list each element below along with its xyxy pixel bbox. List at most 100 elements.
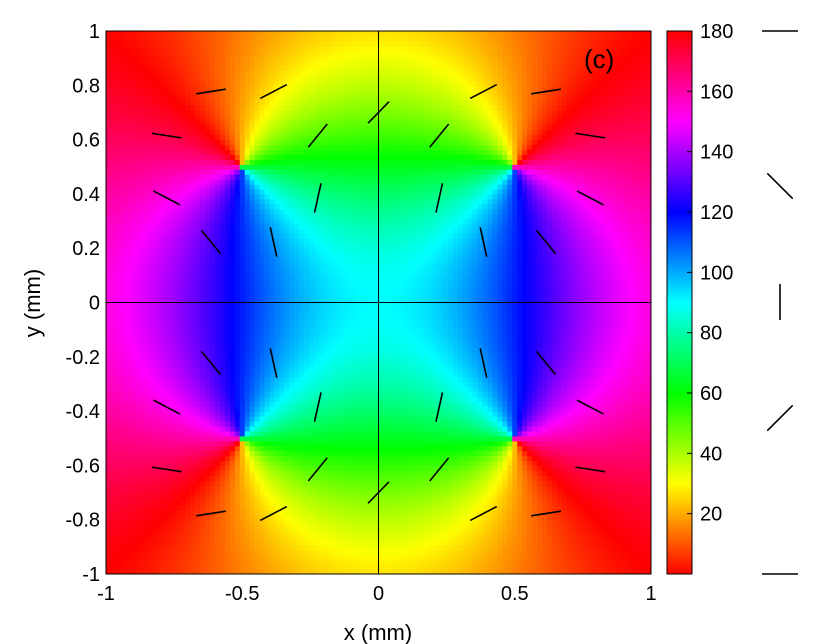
heatmap-cell <box>140 509 147 516</box>
heatmap-cell <box>210 307 216 313</box>
heatmap-cell <box>120 208 127 215</box>
heatmap-cell <box>190 544 196 550</box>
heatmap-cell <box>215 341 221 348</box>
heatmap-cell <box>304 490 310 496</box>
heatmap-cell <box>125 544 132 550</box>
heatmap-cell <box>239 282 246 289</box>
heatmap-cell <box>210 470 216 476</box>
heatmap-cell <box>106 509 112 516</box>
heatmap-cell <box>180 55 186 62</box>
heatmap-cell <box>190 60 196 67</box>
heatmap-cell <box>279 109 285 116</box>
heatmap-cell <box>160 490 167 496</box>
heatmap-cell <box>239 208 246 215</box>
heatmap-cell <box>170 559 176 565</box>
heatmap-cell <box>284 376 290 383</box>
heatmap-cell <box>279 297 285 304</box>
heatmap-cell <box>160 50 167 57</box>
heatmap-cell <box>205 450 211 457</box>
heatmap-cell <box>170 253 176 259</box>
heatmap-cell <box>224 40 231 47</box>
heatmap-cell <box>155 539 162 545</box>
heatmap-cell <box>264 509 271 516</box>
heatmap-cell <box>195 312 201 318</box>
heatmap-cell <box>120 401 127 407</box>
heatmap-cell <box>249 218 256 225</box>
heatmap-cell <box>185 401 191 407</box>
heatmap-cell <box>150 376 157 383</box>
heatmap-cell <box>160 228 167 234</box>
heatmap-cell <box>294 366 300 373</box>
heatmap-cell <box>150 386 157 392</box>
heatmap-cell <box>140 238 147 244</box>
heatmap-cell <box>150 149 157 156</box>
heatmap-cell <box>130 105 137 111</box>
heatmap-cell <box>130 100 137 106</box>
heatmap-cell <box>190 341 196 348</box>
heatmap-cell <box>125 302 132 309</box>
heatmap-cell <box>185 317 191 323</box>
heatmap-cell <box>254 524 261 531</box>
heatmap-cell <box>106 539 112 545</box>
heatmap-cell <box>299 208 305 215</box>
heatmap-cell <box>125 317 132 323</box>
heatmap-cell <box>155 499 162 506</box>
heatmap-cell <box>264 203 271 210</box>
heatmap-cell <box>150 193 157 200</box>
heatmap-cell <box>120 475 127 481</box>
heatmap-cell <box>120 105 127 111</box>
heatmap-cell <box>210 514 216 521</box>
heatmap-cell <box>269 406 276 412</box>
heatmap-cell <box>165 322 171 328</box>
heatmap-cell <box>319 534 325 541</box>
heatmap-cell <box>299 193 305 200</box>
heatmap-cell <box>155 549 162 555</box>
heatmap-cell <box>145 327 152 333</box>
heatmap-cell <box>244 322 251 328</box>
heatmap-cell <box>324 396 330 402</box>
heatmap-cell <box>254 40 261 47</box>
heatmap-cell <box>140 198 147 205</box>
heatmap-cell <box>180 361 186 368</box>
heatmap-cell <box>224 490 231 496</box>
heatmap-cell <box>180 411 186 417</box>
heatmap-cell <box>130 361 137 368</box>
heatmap-cell <box>274 114 280 121</box>
heatmap-cell <box>140 85 147 91</box>
heatmap-cell <box>274 495 280 501</box>
heatmap-cell <box>215 322 221 328</box>
heatmap-cell <box>219 159 226 165</box>
heatmap-cell <box>224 100 231 106</box>
heatmap-cell <box>294 90 300 96</box>
heatmap-cell <box>219 416 226 422</box>
heatmap-cell <box>309 35 315 42</box>
heatmap-cell <box>140 45 147 52</box>
heatmap-cell <box>239 435 246 442</box>
heatmap-cell <box>175 105 181 111</box>
heatmap-cell <box>304 440 310 447</box>
heatmap-cell <box>215 159 221 165</box>
heatmap-cell <box>140 55 147 62</box>
heatmap-cell <box>289 529 295 536</box>
heatmap-cell <box>155 134 162 141</box>
heatmap-cell <box>244 213 251 220</box>
heatmap-cell <box>140 282 147 289</box>
heatmap-cell <box>264 351 271 358</box>
heatmap-cell <box>274 154 280 160</box>
heatmap-cell <box>294 282 300 289</box>
heatmap-cell <box>190 534 196 541</box>
heatmap-cell <box>299 228 305 234</box>
heatmap-cell <box>324 569 330 574</box>
heatmap-cell <box>264 485 271 491</box>
heatmap-cell <box>294 549 300 555</box>
heatmap-cell <box>140 105 147 111</box>
heatmap-cell <box>120 193 127 200</box>
heatmap-cell <box>229 60 236 67</box>
heatmap-cell <box>155 258 162 264</box>
heatmap-cell <box>319 332 325 338</box>
heatmap-cell <box>106 263 112 269</box>
heatmap-cell <box>254 174 261 180</box>
heatmap-cell <box>106 203 112 210</box>
heatmap-cell <box>135 490 142 496</box>
heatmap-cell <box>219 356 226 363</box>
